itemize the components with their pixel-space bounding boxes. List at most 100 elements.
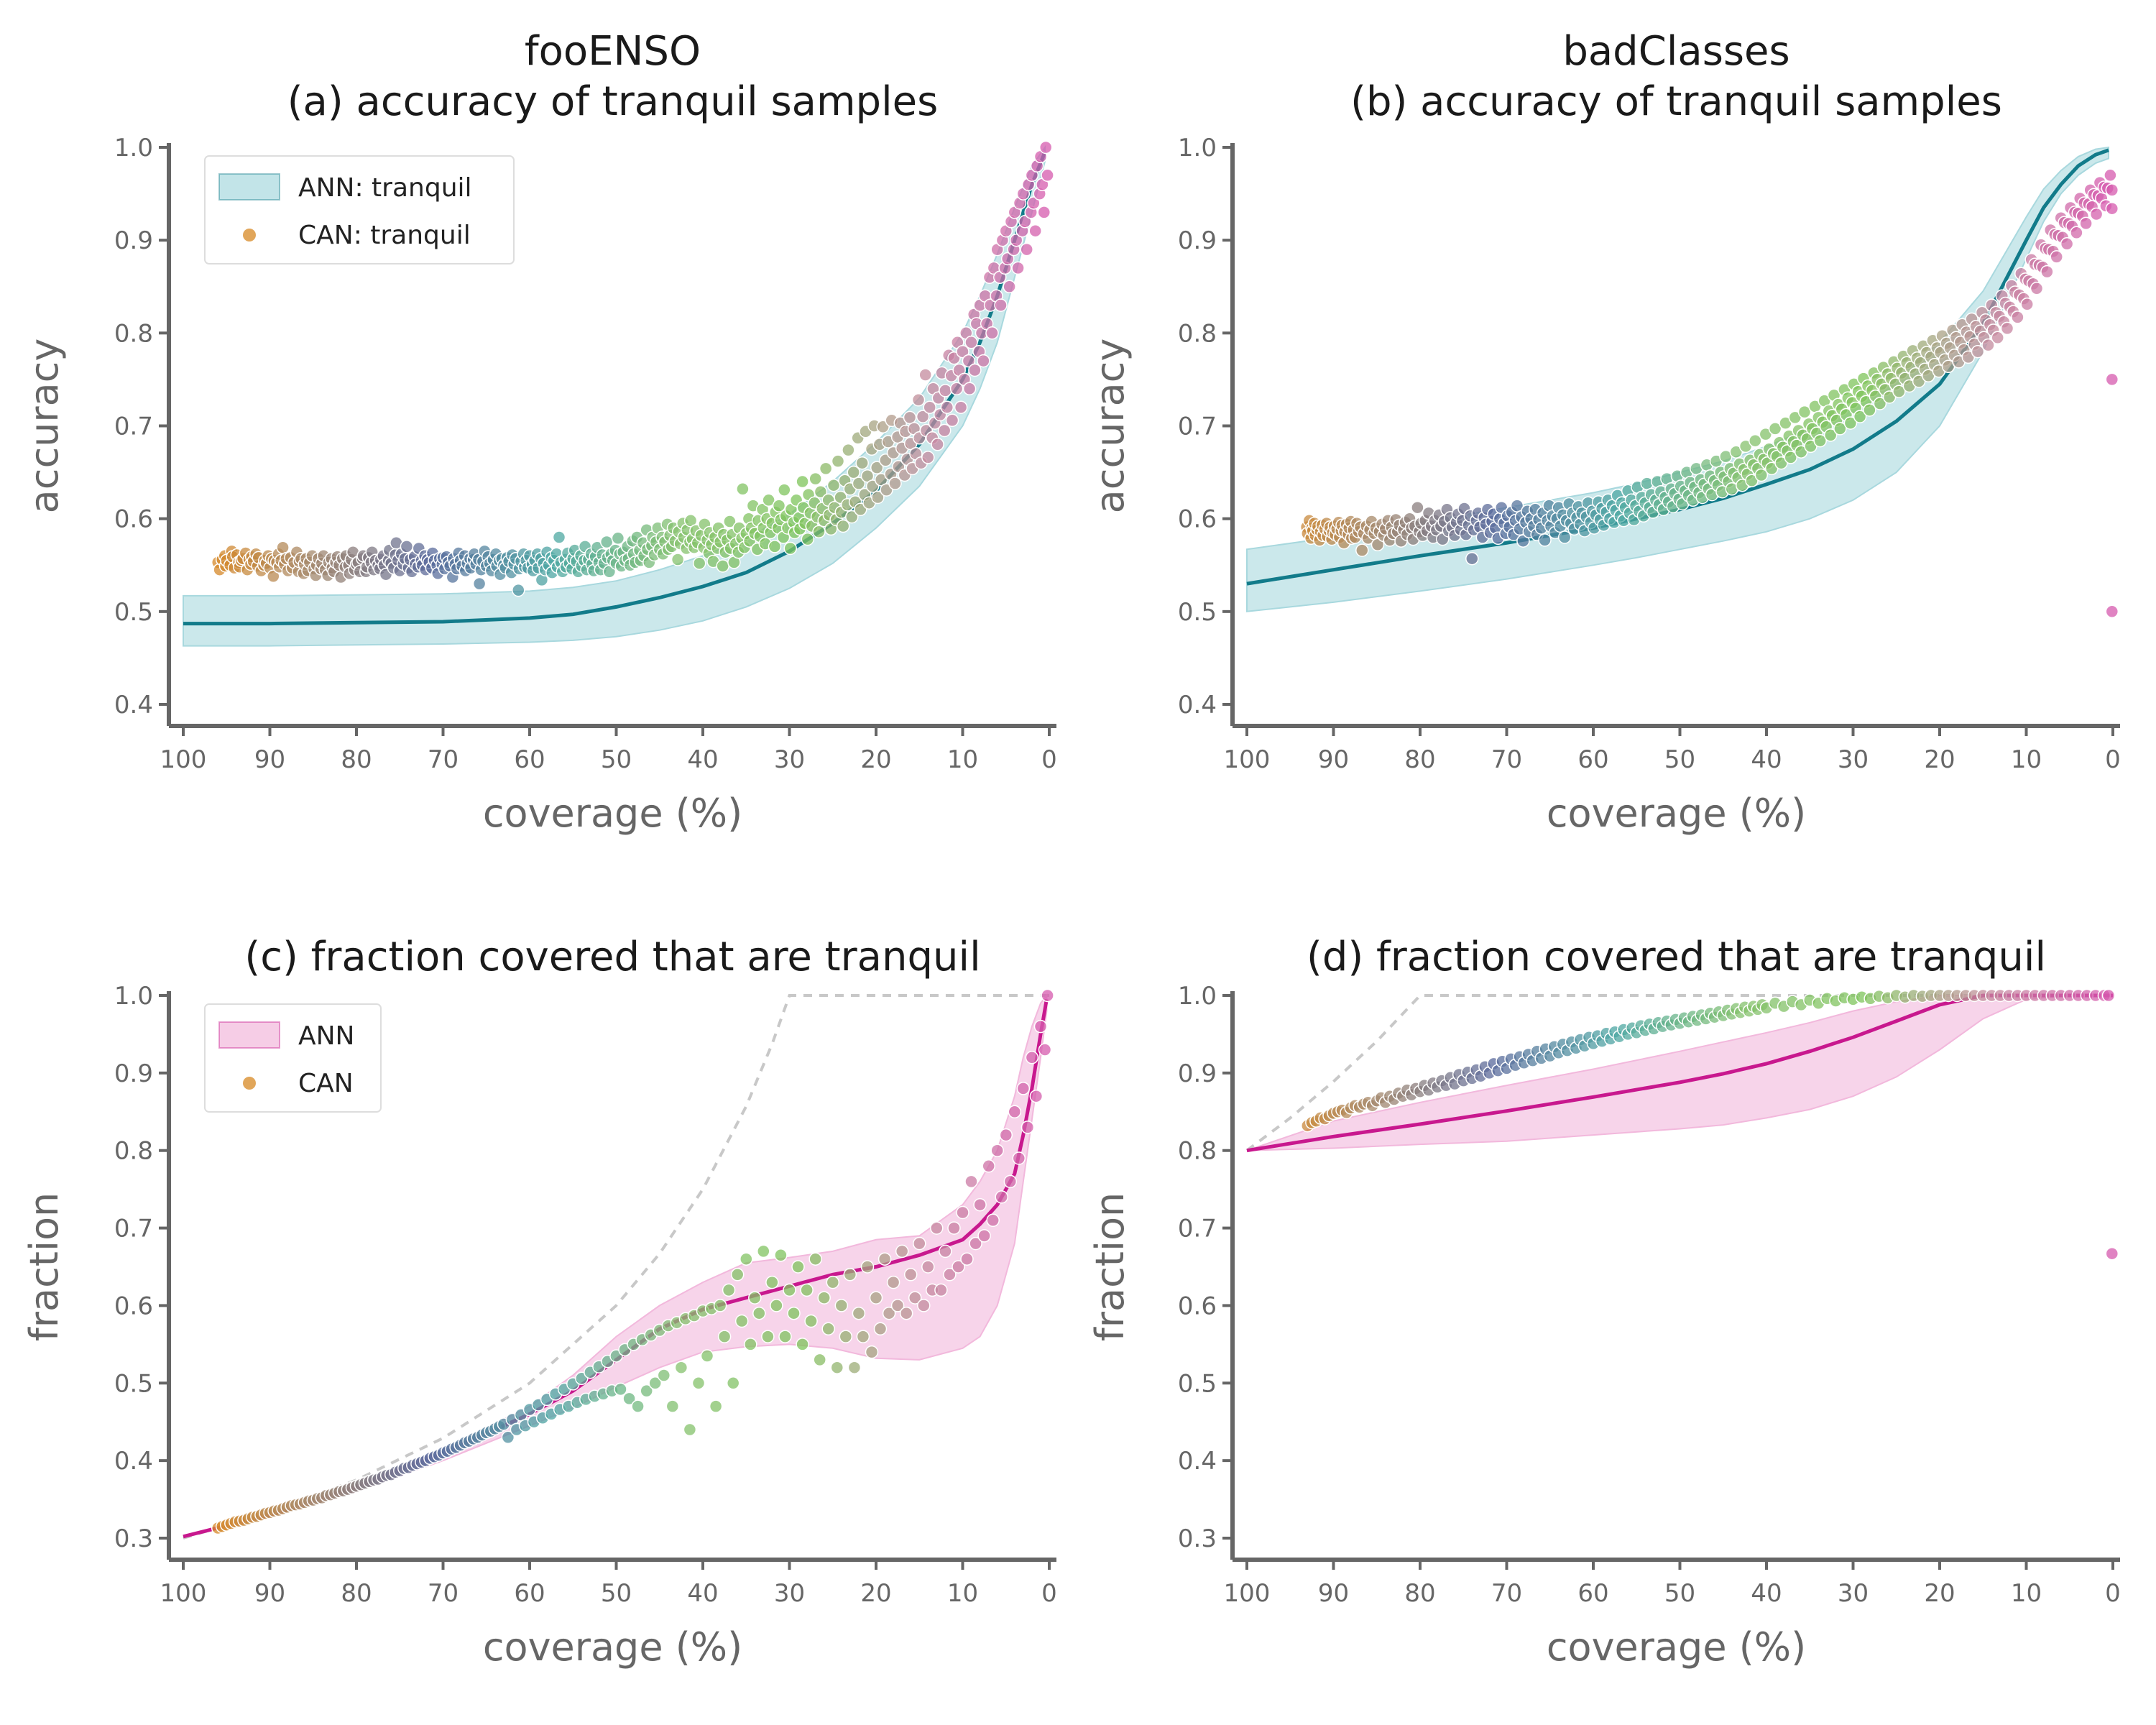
x-tick-label: 0 xyxy=(1041,745,1057,774)
y-tick-label: 0.5 xyxy=(114,598,153,627)
scatter-point xyxy=(808,472,822,486)
scatter-point xyxy=(734,1314,749,1328)
x-tick-label: 80 xyxy=(1404,745,1435,774)
subplot-d: (d) fraction covered that are tranquil 0.… xyxy=(1087,934,2121,1670)
scatter-point xyxy=(931,438,944,451)
legend-swatch-can xyxy=(243,1077,256,1090)
scatter-point xyxy=(791,1260,805,1274)
scatter-point xyxy=(2000,321,2014,336)
subplot-a-title-line-0: fooENSO xyxy=(525,28,701,75)
scatter-point xyxy=(918,368,932,382)
scatter-point xyxy=(856,1330,870,1343)
scatter-point xyxy=(748,1291,762,1305)
x-tick-label: 50 xyxy=(1664,745,1695,774)
x-tick-label: 60 xyxy=(514,1579,545,1608)
y-tick-label: 0.8 xyxy=(1178,319,1217,348)
x-tick-label: 30 xyxy=(1838,745,1869,774)
scatter-point xyxy=(552,530,566,544)
scatter-point xyxy=(2050,250,2063,264)
scatter-point xyxy=(665,1399,680,1413)
scatter-point xyxy=(871,490,885,505)
scatter-point xyxy=(982,1159,995,1173)
x-tick-label: 10 xyxy=(2011,1579,2042,1608)
scatter-point xyxy=(631,1399,645,1413)
scatter-point xyxy=(1411,500,1424,515)
scatter-point xyxy=(952,1260,965,1274)
scatter-point xyxy=(1003,1174,1018,1189)
x-tick-label: 50 xyxy=(1664,1579,1695,1608)
y-tick-label: 0.5 xyxy=(1178,598,1217,627)
scatter-point xyxy=(956,1205,969,1220)
subplot-c-legend: ANN CAN xyxy=(204,1003,382,1113)
scatter-point xyxy=(903,1268,918,1282)
y-tick-label: 0.8 xyxy=(114,319,153,348)
subplot-c-y-axis-label: fraction xyxy=(22,1192,67,1341)
scatter-point xyxy=(723,515,737,528)
y-tick-label: 0.3 xyxy=(114,1524,153,1553)
x-tick-label: 20 xyxy=(1924,1579,1955,1608)
x-tick-label: 10 xyxy=(947,1579,978,1608)
scatter-point xyxy=(774,1248,788,1262)
scatter-point xyxy=(2060,237,2074,251)
x-tick-label: 10 xyxy=(2011,745,2042,774)
scatter-point xyxy=(614,1382,627,1397)
y-tick-label: 0.6 xyxy=(1178,1292,1217,1320)
scatter-point xyxy=(908,1291,922,1305)
scatter-point xyxy=(683,514,698,528)
scatter-point xyxy=(968,363,982,377)
y-tick-label: 1.0 xyxy=(1178,134,1217,162)
y-tick-label: 0.3 xyxy=(1178,1524,1217,1553)
scatter-point xyxy=(1027,196,1041,210)
x-tick-label: 40 xyxy=(1751,1579,1782,1608)
scatter-point xyxy=(860,1260,875,1274)
y-tick-label: 0.9 xyxy=(114,226,153,255)
scatter-point xyxy=(2101,988,2116,1003)
scatter-point xyxy=(716,559,729,573)
scatter-point xyxy=(999,1128,1013,1142)
scatter-point xyxy=(842,443,855,457)
scatter-point xyxy=(1557,530,1572,544)
scatter-point xyxy=(796,474,809,489)
scatter-point xyxy=(276,540,290,554)
x-tick-label: 0 xyxy=(2105,745,2121,774)
x-tick-label: 100 xyxy=(160,745,207,774)
x-tick-label: 60 xyxy=(1577,1579,1608,1608)
legend-label-ann: ANN: tranquil xyxy=(298,173,472,203)
scatter-point xyxy=(730,1268,745,1282)
x-tick-label: 70 xyxy=(1491,1579,1522,1608)
scatter-point xyxy=(1025,1051,1039,1064)
scatter-point xyxy=(778,483,791,497)
x-tick-label: 100 xyxy=(1224,1579,1271,1608)
scatter-point xyxy=(1009,233,1023,247)
y-tick-label: 0.7 xyxy=(114,1215,153,1243)
subplot-b-can-scatter xyxy=(1299,168,2119,619)
subplot-a-can-scatter xyxy=(211,140,1054,597)
x-tick-label: 90 xyxy=(254,1579,285,1608)
scatter-point xyxy=(1843,416,1858,430)
scatter-point xyxy=(917,1299,931,1312)
scatter-point xyxy=(943,1268,957,1282)
legend-label-ann: ANN xyxy=(298,1021,355,1051)
y-tick-label: 0.6 xyxy=(114,505,153,534)
scatter-point xyxy=(611,531,625,546)
scatter-point xyxy=(640,1384,653,1398)
scatter-point xyxy=(657,1368,671,1382)
x-tick-label: 30 xyxy=(1838,1579,1869,1608)
scatter-point xyxy=(1008,1105,1022,1119)
scatter-point xyxy=(865,1345,879,1359)
scatter-point xyxy=(1991,331,2004,345)
scatter-point xyxy=(740,1252,753,1266)
scatter-point xyxy=(736,482,750,496)
legend-label-can: CAN: tranquil xyxy=(298,221,471,250)
scatter-point xyxy=(801,532,815,546)
y-tick-label: 0.4 xyxy=(1178,691,1217,719)
x-tick-label: 40 xyxy=(687,1579,718,1608)
scatter-point xyxy=(937,423,952,438)
scatter-point xyxy=(1749,433,1762,448)
scatter-point xyxy=(2105,604,2119,619)
scatter-point xyxy=(923,400,936,414)
x-tick-label: 20 xyxy=(860,745,891,774)
scatter-point xyxy=(1971,344,1985,359)
y-tick-label: 0.9 xyxy=(1178,1059,1217,1088)
